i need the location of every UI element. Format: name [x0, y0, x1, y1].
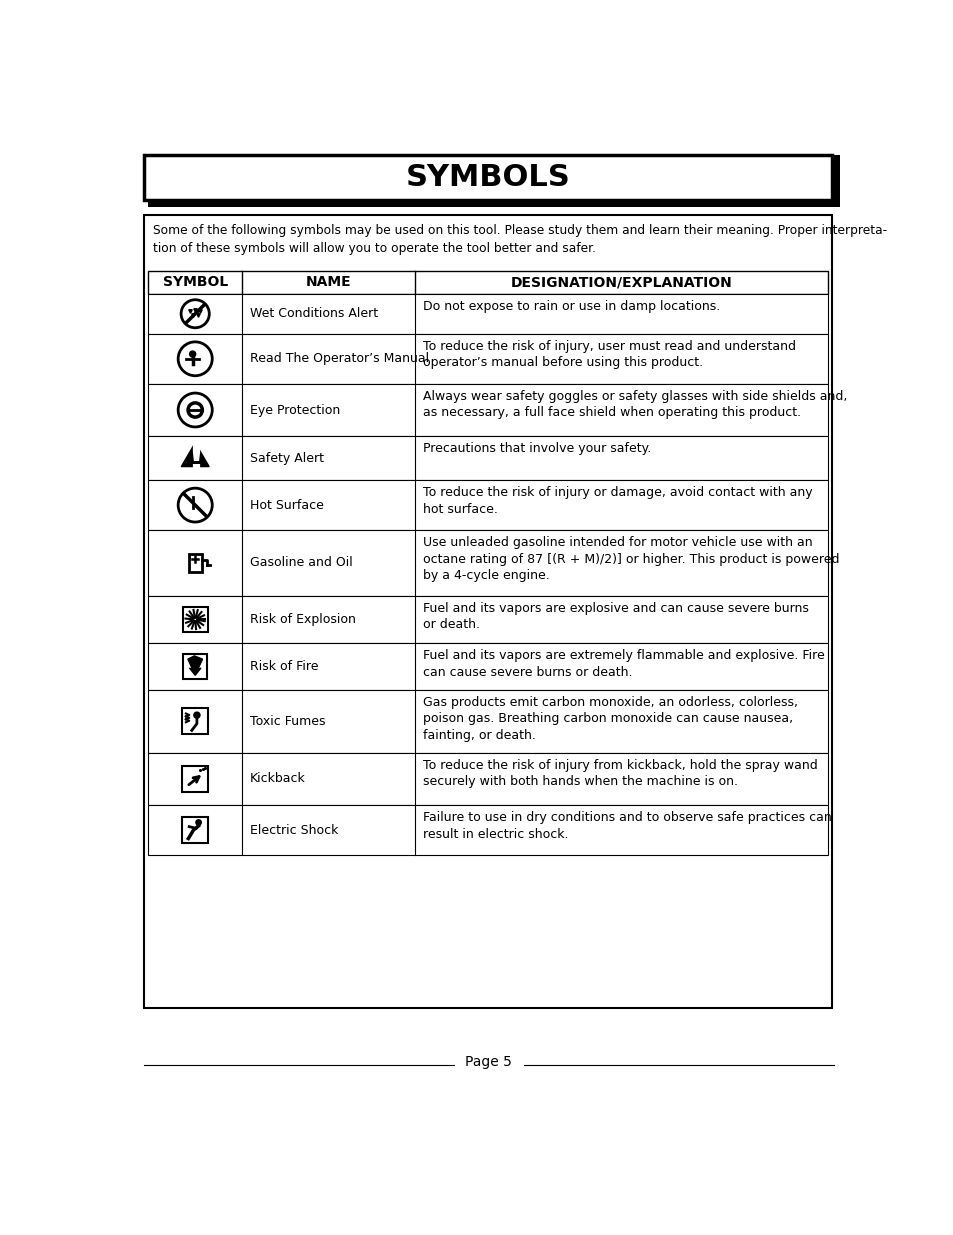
Text: To reduce the risk of injury or damage, avoid contact with any
hot surface.: To reduce the risk of injury or damage, …: [422, 487, 812, 516]
Circle shape: [193, 711, 200, 719]
Text: NAME: NAME: [306, 275, 352, 289]
Text: Eye Protection: Eye Protection: [250, 404, 340, 416]
Text: To reduce the risk of injury from kickback, hold the spray wand
securely with bo: To reduce the risk of injury from kickba…: [422, 758, 817, 788]
Bar: [148, 530, 827, 595]
Text: Risk of Explosion: Risk of Explosion: [250, 613, 355, 626]
Bar: [144, 156, 831, 200]
Bar: [189, 553, 201, 572]
Bar: [182, 606, 208, 632]
Text: Gasoline and Oil: Gasoline and Oil: [250, 556, 353, 569]
Text: Wet Conditions Alert: Wet Conditions Alert: [250, 308, 378, 320]
Text: Failure to use in dry conditions and to observe safe practices can
result in ele: Failure to use in dry conditions and to …: [422, 811, 831, 841]
Bar: [148, 436, 827, 480]
Bar: [148, 294, 827, 333]
Bar: [148, 752, 827, 805]
Text: Use unleaded gasoline intended for motor vehicle use with an
octane rating of 87: Use unleaded gasoline intended for motor…: [422, 536, 839, 582]
Bar: [148, 643, 827, 689]
Bar: [148, 480, 827, 530]
Text: Gas products emit carbon monoxide, an odorless, colorless,
poison gas. Breathing: Gas products emit carbon monoxide, an od…: [422, 695, 798, 742]
Text: SYMBOLS: SYMBOLS: [405, 163, 570, 191]
Text: DESIGNATION/EXPLANATION: DESIGNATION/EXPLANATION: [511, 275, 732, 289]
Polygon shape: [181, 443, 209, 467]
Text: Safety Alert: Safety Alert: [250, 452, 324, 464]
Text: Fuel and its vapors are explosive and can cause severe burns
or death.: Fuel and its vapors are explosive and ca…: [422, 601, 808, 631]
Text: Electric Shock: Electric Shock: [250, 824, 338, 836]
Bar: [148, 805, 827, 855]
Text: To reduce the risk of injury, user must read and understand
operator’s manual be: To reduce the risk of injury, user must …: [422, 340, 795, 369]
Text: Precautions that involve your safety.: Precautions that involve your safety.: [422, 442, 651, 456]
Bar: [144, 215, 831, 1008]
Bar: [831, 156, 840, 207]
Text: !: !: [186, 438, 205, 480]
Text: Kickback: Kickback: [250, 772, 306, 785]
Bar: [182, 818, 208, 842]
Text: Do not expose to rain or use in damp locations.: Do not expose to rain or use in damp loc…: [422, 300, 720, 312]
Text: Toxic Fumes: Toxic Fumes: [250, 715, 325, 727]
Text: Fuel and its vapors are extremely flammable and explosive. Fire
can cause severe: Fuel and its vapors are extremely flamma…: [422, 650, 824, 679]
Polygon shape: [188, 656, 202, 676]
Circle shape: [195, 819, 202, 826]
Bar: [148, 270, 827, 294]
Bar: [148, 333, 827, 384]
Bar: [148, 595, 827, 643]
Text: Read The Operator’s Manual: Read The Operator’s Manual: [250, 352, 429, 366]
Bar: [182, 709, 208, 734]
Text: Hot Surface: Hot Surface: [250, 499, 324, 511]
Bar: [148, 200, 835, 207]
Text: Some of the following symbols may be used on this tool. Please study them and le: Some of the following symbols may be use…: [153, 225, 886, 254]
Text: Page 5: Page 5: [465, 1055, 512, 1070]
Text: Always wear safety goggles or safety glasses with side shields and,
as necessary: Always wear safety goggles or safety gla…: [422, 390, 846, 420]
Circle shape: [189, 351, 196, 358]
Bar: [148, 384, 827, 436]
Text: SYMBOL: SYMBOL: [162, 275, 228, 289]
Text: Risk of Fire: Risk of Fire: [250, 659, 318, 673]
Bar: [182, 766, 208, 792]
Bar: [148, 689, 827, 752]
Bar: [183, 655, 207, 678]
